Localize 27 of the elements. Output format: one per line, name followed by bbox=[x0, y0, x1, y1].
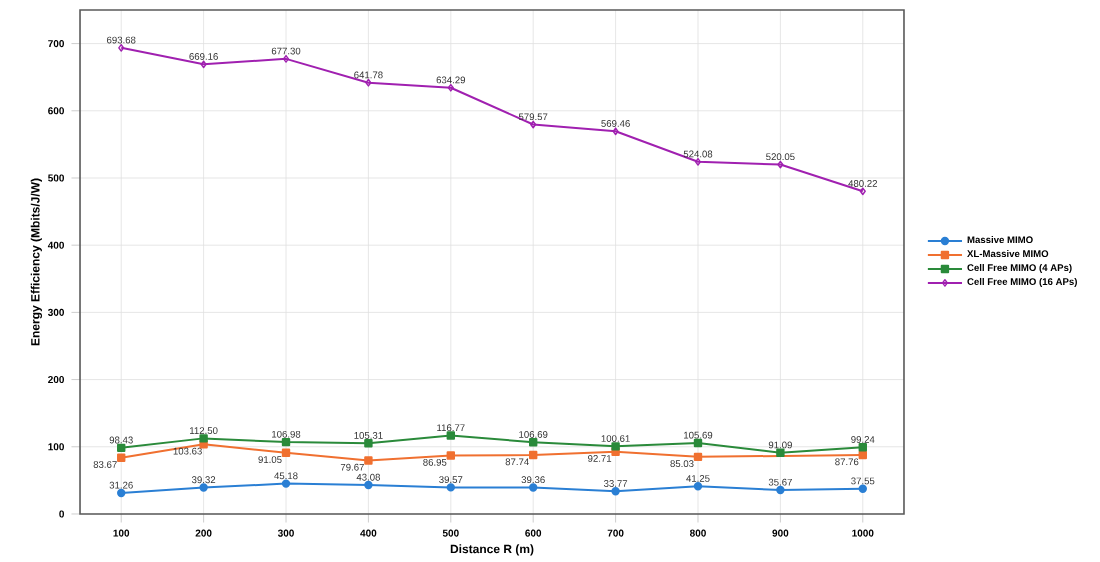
point bbox=[446, 431, 456, 440]
point bbox=[693, 452, 703, 462]
point bbox=[364, 456, 373, 465]
point bbox=[777, 160, 784, 169]
point bbox=[281, 437, 291, 447]
point bbox=[117, 443, 126, 453]
point bbox=[776, 485, 785, 495]
point bbox=[199, 434, 208, 443]
point bbox=[612, 127, 619, 136]
point bbox=[611, 442, 620, 451]
point bbox=[446, 451, 456, 460]
point bbox=[364, 480, 373, 490]
point bbox=[281, 448, 291, 457]
point bbox=[364, 439, 373, 448]
point bbox=[858, 450, 867, 460]
point bbox=[693, 438, 703, 448]
point bbox=[446, 483, 456, 492]
point bbox=[529, 438, 538, 447]
point bbox=[117, 453, 126, 462]
point bbox=[117, 488, 126, 498]
point bbox=[529, 483, 538, 492]
point bbox=[858, 443, 867, 452]
point bbox=[529, 450, 538, 460]
point bbox=[693, 482, 703, 491]
point bbox=[200, 60, 207, 69]
point bbox=[611, 487, 620, 496]
point bbox=[530, 120, 537, 129]
